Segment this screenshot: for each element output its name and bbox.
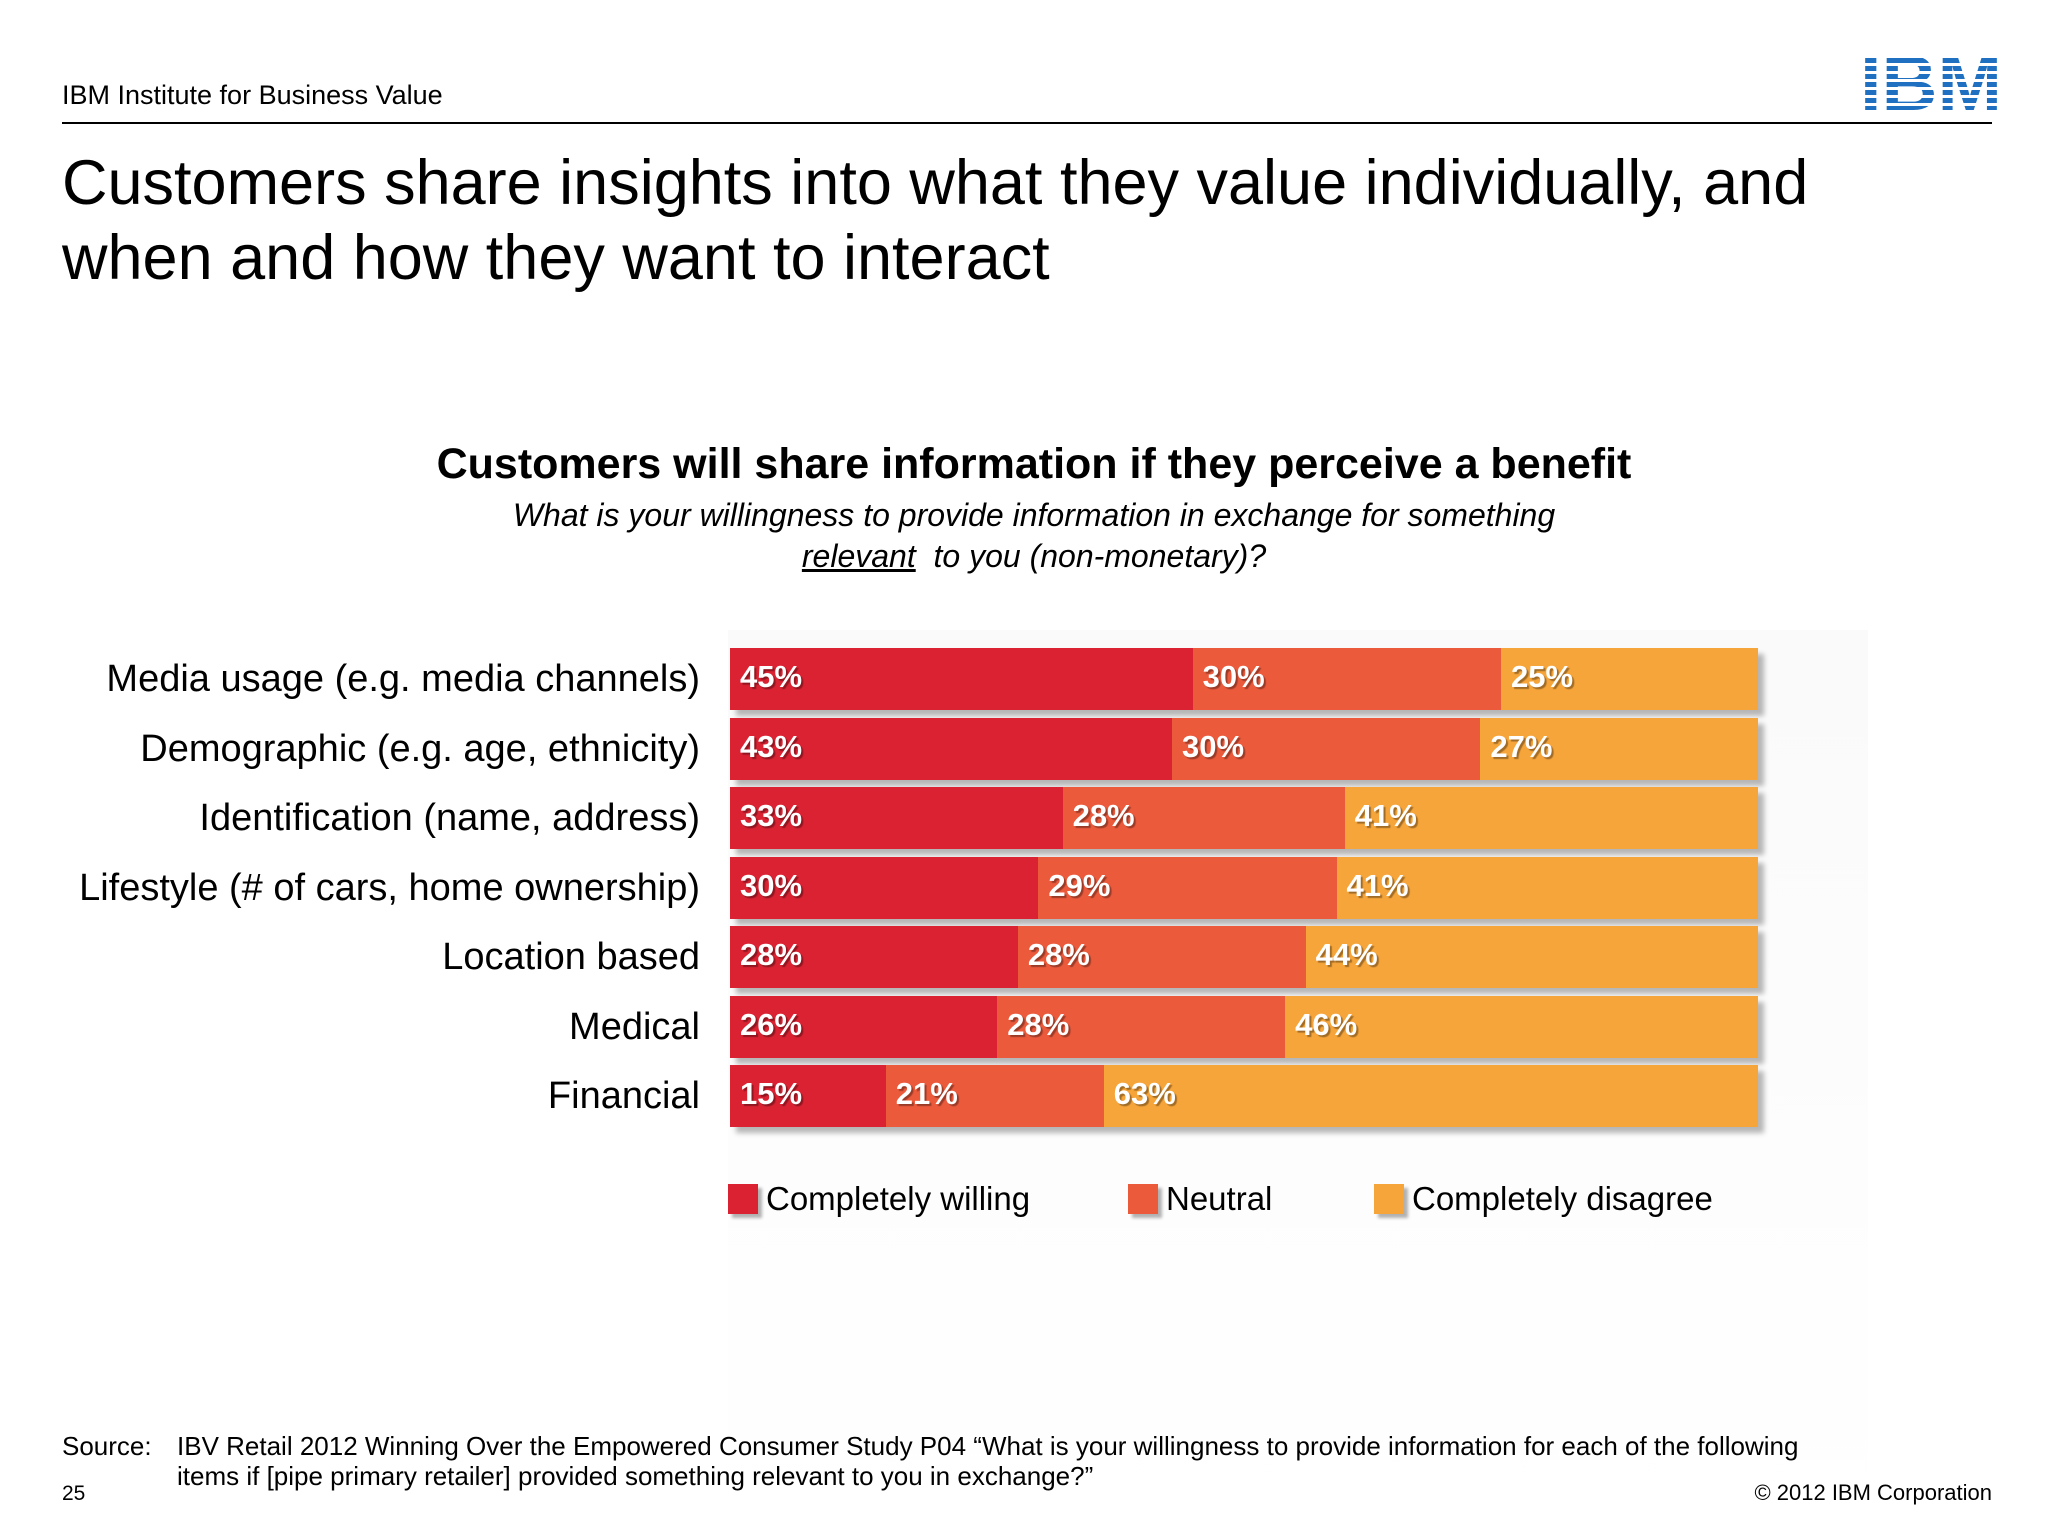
- chart-subtitle-line1: What is your willingness to provide info…: [512, 497, 1556, 533]
- bar-segment: 15%: [730, 1065, 886, 1127]
- bar-segment: 28%: [1062, 787, 1345, 849]
- bar-segment: 33%: [730, 787, 1063, 849]
- data-label: 28%: [1027, 937, 1090, 972]
- copyright: © 2012 IBM Corporation: [1754, 1480, 1992, 1505]
- chart-title: Customers will share information if they…: [436, 440, 1632, 488]
- bar-segment: 25%: [1500, 648, 1758, 710]
- ibm-logo-text: IBM: [1860, 50, 2002, 112]
- data-label: 15%: [740, 1076, 803, 1111]
- category-label: Lifestyle (# of cars, home ownership): [79, 867, 700, 909]
- data-label: 45%: [740, 659, 803, 694]
- legend-item: Completely willing: [728, 1180, 1030, 1218]
- bar-segment: 28%: [997, 996, 1286, 1058]
- bar-segment: 28%: [1017, 926, 1306, 988]
- legend-label: Completely disagree: [1412, 1180, 1713, 1217]
- data-label: 27%: [1490, 729, 1553, 764]
- data-label: 26%: [740, 1007, 803, 1042]
- bar-row: 43% 30% 27%: [730, 718, 1758, 780]
- chart-subtitle-emphasis: relevant: [801, 538, 916, 574]
- bar-segment: 44%: [1305, 926, 1758, 988]
- source-text: IBV Retail 2012 Winning Over the Empower…: [177, 1431, 1977, 1491]
- data-label: 41%: [1354, 798, 1417, 833]
- chart-subtitle-rest: to you (non-monetary)?: [933, 538, 1267, 574]
- data-label: 30%: [1202, 659, 1265, 694]
- bar-segment: 27%: [1480, 718, 1758, 780]
- chart-subtitle-line2: relevant to you (non-monetary)?: [0, 538, 2048, 575]
- bar-segment: 30%: [730, 857, 1039, 919]
- data-label: 44%: [1315, 937, 1378, 972]
- category-label: Identification (name, address): [199, 797, 700, 839]
- legend-swatch: [1128, 1184, 1158, 1214]
- data-label: 28%: [1007, 1007, 1070, 1042]
- data-label: 30%: [1182, 729, 1245, 764]
- bar-row: 30% 29% 41%: [730, 857, 1758, 919]
- legend-label: Completely willing: [766, 1180, 1031, 1217]
- source-line-2: items if [pipe primary retailer] provide…: [177, 1461, 1094, 1491]
- bar-row: 45% 30% 25%: [730, 648, 1758, 710]
- data-label: 28%: [740, 937, 803, 972]
- bar-row: 26% 28% 46%: [730, 996, 1758, 1058]
- bar-segment: 21%: [885, 1065, 1104, 1127]
- bar-segment: 26%: [730, 996, 998, 1058]
- bar-segment: 46%: [1285, 996, 1758, 1058]
- data-label: 28%: [1072, 798, 1135, 833]
- category-label: Demographic (e.g. age, ethnicity): [140, 728, 700, 770]
- legend-swatch: [728, 1184, 758, 1214]
- data-label: 30%: [740, 868, 803, 903]
- page-number: 25: [62, 1482, 86, 1505]
- category-label: Financial: [547, 1075, 700, 1117]
- data-label: 41%: [1346, 868, 1409, 903]
- bar-row: 28% 28% 44%: [730, 926, 1758, 988]
- source-label: Source:: [62, 1431, 152, 1461]
- bar-segment: 29%: [1038, 857, 1337, 919]
- bar-segment: 63%: [1103, 1065, 1758, 1127]
- data-label: 33%: [740, 798, 803, 833]
- category-label: Media usage (e.g. media channels): [106, 658, 700, 700]
- bar-row: 15% 21% 63%: [730, 1065, 1758, 1127]
- data-label: 46%: [1295, 1007, 1358, 1042]
- legend-label: Neutral: [1166, 1180, 1273, 1217]
- bar-row: 33% 28% 41%: [730, 787, 1758, 849]
- header-org-name: IBM Institute for Business Value: [62, 80, 443, 110]
- bar-segment: 45%: [730, 648, 1193, 710]
- bar-segment: 30%: [1172, 718, 1481, 780]
- data-label: 63%: [1113, 1076, 1176, 1111]
- legend-swatch: [1374, 1184, 1404, 1214]
- category-label: Location based: [442, 936, 700, 978]
- page-title: Customers share insights into what they …: [62, 148, 1809, 293]
- bar-segment: 30%: [1192, 648, 1501, 710]
- source-line-1: IBV Retail 2012 Winning Over the Empower…: [177, 1431, 1799, 1461]
- bar-segment: 43%: [730, 718, 1173, 780]
- category-label: Medical: [569, 1006, 700, 1048]
- legend-item: Completely disagree: [1374, 1180, 1713, 1218]
- data-label: 25%: [1510, 659, 1574, 694]
- legend-item: Neutral: [1128, 1180, 1272, 1218]
- data-label: 43%: [740, 729, 803, 764]
- data-label: 21%: [895, 1076, 958, 1111]
- bar-segment: 41%: [1344, 787, 1758, 849]
- bar-segment: 41%: [1336, 857, 1758, 919]
- data-label: 29%: [1048, 868, 1111, 903]
- header-divider: [62, 122, 1992, 124]
- bar-segment: 28%: [730, 926, 1018, 988]
- ibm-logo: IBM: [1860, 50, 2002, 112]
